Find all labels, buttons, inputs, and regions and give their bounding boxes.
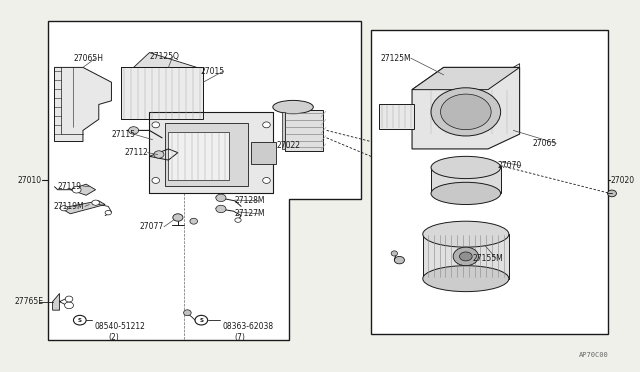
Ellipse shape: [431, 182, 500, 205]
Ellipse shape: [216, 205, 226, 213]
Ellipse shape: [262, 177, 270, 183]
Ellipse shape: [391, 251, 397, 256]
Ellipse shape: [423, 221, 509, 247]
Text: 27128M: 27128M: [235, 196, 266, 205]
Ellipse shape: [431, 156, 500, 179]
Ellipse shape: [273, 100, 314, 114]
Text: (2): (2): [108, 333, 118, 342]
Text: 27125Q: 27125Q: [149, 52, 179, 61]
Text: 27070: 27070: [497, 161, 522, 170]
Bar: [121, 67, 204, 119]
Text: 27127M: 27127M: [235, 209, 266, 218]
Ellipse shape: [154, 151, 164, 158]
Text: (7): (7): [234, 333, 245, 342]
Polygon shape: [70, 184, 95, 195]
Bar: [379, 105, 414, 129]
Polygon shape: [61, 201, 105, 214]
Polygon shape: [412, 67, 520, 149]
Ellipse shape: [235, 218, 241, 222]
Bar: [168, 132, 228, 180]
Ellipse shape: [607, 190, 616, 197]
Ellipse shape: [152, 122, 159, 128]
Text: AP70C00: AP70C00: [579, 352, 608, 358]
Text: 08363-62038: 08363-62038: [222, 321, 273, 331]
Ellipse shape: [129, 127, 139, 134]
Ellipse shape: [216, 194, 226, 202]
Text: 27119M: 27119M: [53, 202, 84, 211]
Ellipse shape: [262, 122, 270, 128]
Bar: [251, 141, 276, 164]
Ellipse shape: [152, 177, 159, 183]
Text: S: S: [78, 318, 82, 323]
Bar: [149, 112, 273, 193]
Bar: [121, 67, 204, 119]
Ellipse shape: [195, 315, 207, 325]
Text: 27020: 27020: [610, 176, 634, 185]
Text: 27119: 27119: [58, 182, 82, 190]
Text: 27077: 27077: [140, 222, 164, 231]
Text: 27765E: 27765E: [15, 297, 44, 306]
Bar: [423, 234, 509, 279]
Ellipse shape: [394, 256, 404, 264]
Polygon shape: [54, 67, 111, 141]
Bar: [165, 123, 248, 186]
Ellipse shape: [453, 247, 479, 266]
Bar: [371, 31, 608, 334]
Text: 27022: 27022: [276, 141, 301, 150]
Ellipse shape: [105, 211, 111, 215]
Ellipse shape: [74, 315, 86, 325]
Ellipse shape: [431, 88, 500, 136]
Polygon shape: [412, 67, 520, 90]
Bar: [282, 112, 285, 149]
Ellipse shape: [60, 206, 68, 211]
Text: 27112: 27112: [124, 148, 148, 157]
Text: 27010: 27010: [18, 176, 42, 185]
Ellipse shape: [173, 214, 183, 221]
Ellipse shape: [440, 94, 491, 130]
Text: 27125M: 27125M: [380, 54, 411, 62]
Polygon shape: [134, 52, 197, 67]
Ellipse shape: [72, 186, 81, 193]
Ellipse shape: [460, 252, 472, 261]
Text: 27065: 27065: [532, 139, 557, 148]
Ellipse shape: [65, 302, 74, 309]
Bar: [431, 166, 500, 193]
Ellipse shape: [190, 218, 198, 224]
Text: 08540-51212: 08540-51212: [94, 321, 145, 331]
Text: S: S: [199, 318, 204, 323]
Text: 27115: 27115: [111, 129, 136, 139]
Ellipse shape: [184, 310, 191, 316]
Text: 27155M: 27155M: [472, 254, 503, 263]
Polygon shape: [52, 294, 60, 310]
Text: 27065H: 27065H: [74, 54, 104, 62]
Polygon shape: [48, 21, 362, 340]
Text: 27015: 27015: [200, 67, 224, 76]
Ellipse shape: [92, 200, 99, 205]
Ellipse shape: [65, 296, 73, 302]
Ellipse shape: [423, 266, 509, 292]
Bar: [285, 110, 323, 151]
